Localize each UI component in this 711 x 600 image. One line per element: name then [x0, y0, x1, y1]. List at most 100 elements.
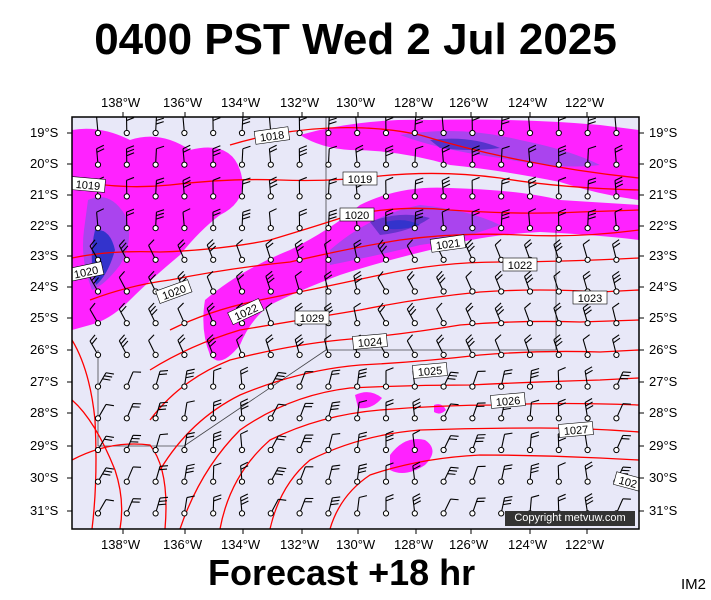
wind-barb	[526, 144, 537, 168]
rain-band-main-core	[330, 205, 500, 265]
wind-barb	[118, 302, 130, 327]
wind-barb	[406, 270, 418, 295]
map-frame	[71, 116, 640, 530]
isobar-line	[159, 349, 639, 471]
wind-barb	[613, 403, 631, 422]
svg-text:1021: 1021	[435, 237, 461, 252]
wind-barb	[325, 496, 341, 517]
lon-label-bottom: 132°W	[280, 537, 320, 552]
lat-label-left: 27°S	[30, 374, 59, 389]
isobar-label: 1022	[502, 257, 538, 272]
wind-barb	[238, 493, 249, 517]
wind-barb	[181, 117, 188, 137]
wind-barb	[267, 371, 287, 390]
lat-label-right: 24°S	[649, 279, 678, 294]
wind-barb	[94, 467, 114, 485]
lat-label-left: 20°S	[30, 156, 59, 171]
wind-barb	[584, 461, 593, 485]
wind-barb	[123, 498, 142, 517]
wind-barb	[181, 208, 191, 232]
wind-barb	[526, 431, 540, 454]
wind-barb	[152, 433, 169, 454]
lon-label-top: 122°W	[565, 95, 605, 110]
wind-barb	[296, 371, 314, 390]
isobar-label: 1024	[352, 333, 388, 350]
wind-barb	[382, 176, 394, 200]
isobar-label: 1020	[339, 207, 375, 222]
wind-barb	[94, 144, 105, 168]
lat-label-right: 21°S	[649, 187, 678, 202]
isobar-label: 1021	[429, 234, 467, 253]
wind-barb	[526, 208, 537, 232]
wind-barb	[238, 117, 251, 137]
lon-label-top: 124°W	[508, 95, 548, 110]
wind-barb	[377, 239, 390, 263]
wind-barb	[118, 239, 130, 263]
isobar-line	[179, 377, 639, 529]
wind-barb	[238, 366, 249, 390]
rain-cell-south-2	[390, 439, 433, 474]
lat-label-left: 24°S	[30, 279, 59, 294]
isobar-line	[72, 399, 123, 529]
wind-barb	[294, 239, 304, 263]
wind-barb	[382, 462, 394, 485]
lat-label-right: 28°S	[649, 405, 678, 420]
wind-barb	[382, 494, 394, 517]
wind-barb	[296, 176, 307, 200]
wind-barb	[325, 145, 338, 168]
wind-barb	[526, 176, 537, 200]
wind-barb	[267, 176, 278, 200]
wind-barb	[406, 239, 418, 263]
wind-barb	[177, 302, 188, 327]
wind-barb	[181, 495, 195, 517]
lat-label-left: 29°S	[30, 438, 59, 453]
isobar-label: 1026	[490, 392, 526, 409]
wind-barb	[440, 208, 450, 232]
wind-barb	[123, 371, 142, 390]
product-code: IM2	[681, 576, 707, 593]
wind-barb	[152, 117, 165, 137]
wind-barb	[148, 334, 159, 358]
wind-barb	[152, 370, 169, 390]
wind-barb	[265, 334, 274, 358]
wind-barb	[582, 334, 591, 358]
wind-barb	[526, 399, 540, 422]
wind-barb	[613, 144, 623, 168]
wind-barb	[210, 367, 222, 390]
wind-barb	[353, 239, 362, 263]
wind-barb	[440, 117, 447, 137]
lat-label-right: 29°S	[649, 438, 678, 453]
svg-text:1023: 1023	[578, 293, 602, 305]
wind-barb	[382, 117, 394, 137]
wind-barb	[206, 239, 217, 263]
wind-barb	[553, 239, 563, 263]
rain-cell-south-1	[355, 392, 382, 409]
lon-label-top: 128°W	[394, 95, 434, 110]
wind-barb	[152, 209, 165, 232]
wind-barb	[210, 176, 221, 200]
wind-barb	[440, 435, 459, 454]
wind-barb	[181, 432, 195, 454]
wind-barb	[353, 302, 361, 327]
wind-barb	[206, 302, 217, 327]
wind-barb	[498, 464, 513, 485]
wind-barb	[553, 302, 562, 327]
wind-barb	[94, 499, 114, 517]
wind-barb	[236, 270, 246, 295]
isobar-label: 102	[613, 471, 639, 492]
wind-barb	[406, 334, 418, 358]
wind-barb	[494, 302, 505, 327]
wind-barb	[181, 463, 195, 485]
lon-label-top: 126°W	[449, 95, 489, 110]
wind-barb	[267, 435, 287, 454]
lon-label-bottom: 130°W	[336, 537, 376, 552]
wind-barb	[177, 334, 188, 358]
lat-label-right: 23°S	[649, 248, 678, 263]
wind-barb	[465, 334, 476, 358]
lat-label-left: 25°S	[30, 310, 59, 325]
wind-barb	[323, 270, 333, 295]
wind-barb	[210, 145, 221, 168]
wind-barb	[440, 176, 451, 200]
wind-barb	[465, 270, 476, 295]
isobar-label: 1023	[572, 290, 608, 305]
